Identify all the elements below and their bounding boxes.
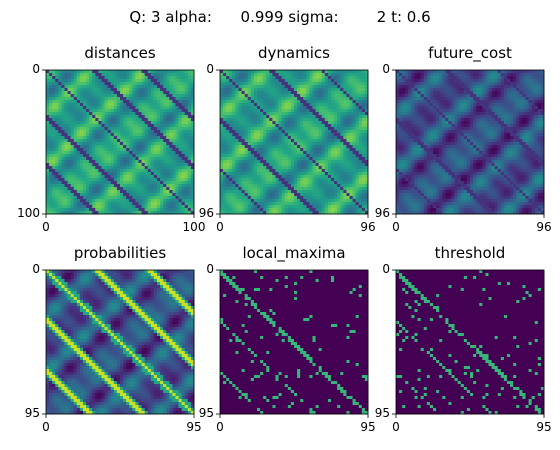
probabilities-ytick-end: 95 xyxy=(24,406,40,420)
future-cost-xtick-end: 96 xyxy=(536,220,552,234)
local-maxima-heatmap xyxy=(216,269,369,418)
dynamics-frame xyxy=(219,69,369,215)
distances-ytick-start: 0 xyxy=(32,62,40,76)
dynamics-xtick-end: 96 xyxy=(360,220,376,234)
future-cost-heatmap xyxy=(392,69,545,218)
local-maxima-title: local_maxima xyxy=(242,244,346,262)
future-cost-cells xyxy=(396,70,545,215)
probabilities-ytick-start: 0 xyxy=(32,262,40,276)
threshold-heatmap xyxy=(392,269,545,418)
threshold-cells xyxy=(396,270,545,415)
distances-title: distances xyxy=(84,44,156,62)
future-cost-title: future_cost xyxy=(428,44,512,62)
dynamics-ytick-start: 0 xyxy=(206,62,214,76)
probabilities-frame xyxy=(45,269,195,415)
local-maxima-cells xyxy=(220,270,369,415)
threshold-frame xyxy=(395,269,545,415)
local-maxima-frame xyxy=(219,269,369,415)
threshold-xtick-end: 95 xyxy=(536,420,552,434)
threshold-ytick-start: 0 xyxy=(382,262,390,276)
local-maxima-xtick-end: 95 xyxy=(360,420,376,434)
probabilities-cells xyxy=(46,270,195,415)
dynamics-heatmap xyxy=(216,69,369,218)
threshold-title: threshold xyxy=(434,244,506,262)
local-maxima-ytick-end: 95 xyxy=(198,406,214,420)
dynamics-xtick-start: 0 xyxy=(216,220,224,234)
dynamics-cells xyxy=(220,70,369,215)
distances-ytick-end: 100 xyxy=(17,206,40,220)
distances-heatmap xyxy=(42,69,195,218)
distances-frame xyxy=(45,69,195,215)
distances-cells xyxy=(46,70,195,215)
distances-xtick-end: 100 xyxy=(182,220,206,234)
figure-suptitle: Q: 3 alpha: 0.999 sigma: 2 t: 0.6 xyxy=(129,8,431,26)
future-cost-ytick-end: 96 xyxy=(374,206,390,220)
probabilities-heatmap xyxy=(42,269,195,418)
probabilities-title: probabilities xyxy=(73,244,167,262)
local-maxima-ytick-start: 0 xyxy=(206,262,214,276)
future-cost-xtick-start: 0 xyxy=(392,220,400,234)
dynamics-title: dynamics xyxy=(258,44,330,62)
future-cost-frame xyxy=(395,69,545,215)
probabilities-xtick-end: 95 xyxy=(186,420,202,434)
threshold-ytick-end: 95 xyxy=(374,406,390,420)
future-cost-ytick-start: 0 xyxy=(382,62,390,76)
dynamics-ytick-end: 96 xyxy=(198,206,214,220)
local-maxima-xtick-start: 0 xyxy=(216,420,224,434)
distances-xtick-start: 0 xyxy=(42,220,50,234)
probabilities-xtick-start: 0 xyxy=(42,420,50,434)
threshold-xtick-start: 0 xyxy=(392,420,400,434)
